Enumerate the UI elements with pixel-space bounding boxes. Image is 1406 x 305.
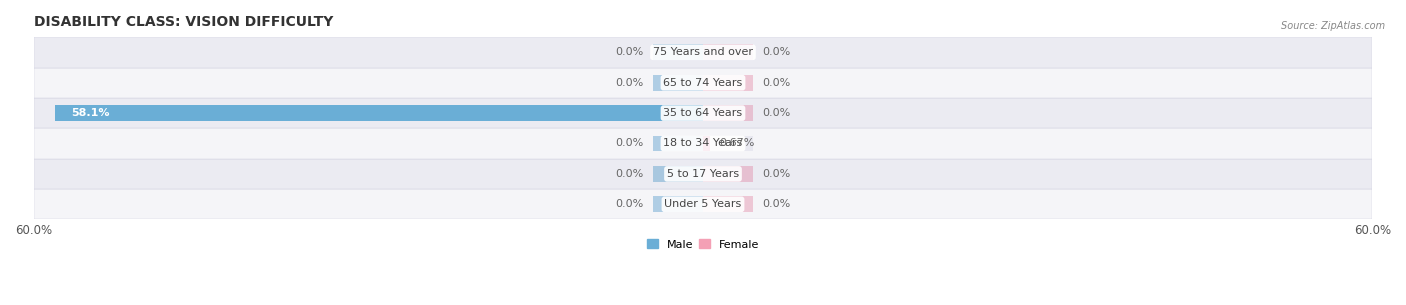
- Bar: [652, 45, 703, 60]
- Text: DISABILITY CLASS: VISION DIFFICULTY: DISABILITY CLASS: VISION DIFFICULTY: [34, 15, 333, 29]
- Text: 0.0%: 0.0%: [616, 78, 644, 88]
- Text: 75 Years and over: 75 Years and over: [652, 47, 754, 57]
- Bar: [34, 159, 1372, 189]
- Bar: [703, 136, 710, 151]
- Bar: [652, 105, 703, 121]
- Text: 35 to 64 Years: 35 to 64 Years: [664, 108, 742, 118]
- Text: 58.1%: 58.1%: [72, 108, 110, 118]
- Text: 0.0%: 0.0%: [616, 169, 644, 179]
- Bar: [34, 37, 1372, 67]
- Bar: [652, 45, 703, 60]
- Bar: [652, 166, 703, 182]
- Text: 0.0%: 0.0%: [762, 47, 790, 57]
- Bar: [652, 196, 703, 212]
- Bar: [652, 75, 703, 91]
- Bar: [34, 67, 1372, 98]
- Text: Under 5 Years: Under 5 Years: [665, 199, 741, 209]
- Text: 0.67%: 0.67%: [720, 138, 755, 149]
- Bar: [34, 98, 1372, 128]
- Bar: [703, 45, 754, 60]
- Bar: [703, 196, 754, 212]
- Text: 0.0%: 0.0%: [762, 199, 790, 209]
- Bar: [703, 166, 754, 182]
- Bar: [703, 136, 754, 151]
- Bar: [34, 189, 1372, 220]
- Bar: [703, 75, 754, 91]
- Bar: [652, 136, 703, 151]
- Bar: [652, 166, 703, 182]
- Bar: [652, 136, 703, 151]
- Text: 65 to 74 Years: 65 to 74 Years: [664, 78, 742, 88]
- Bar: [703, 75, 754, 91]
- Bar: [34, 128, 1372, 159]
- Bar: [703, 105, 754, 121]
- Text: Source: ZipAtlas.com: Source: ZipAtlas.com: [1281, 21, 1385, 31]
- Text: 18 to 34 Years: 18 to 34 Years: [664, 138, 742, 149]
- Text: 5 to 17 Years: 5 to 17 Years: [666, 169, 740, 179]
- Text: 0.0%: 0.0%: [616, 47, 644, 57]
- Text: 0.0%: 0.0%: [762, 108, 790, 118]
- Bar: [703, 166, 754, 182]
- Bar: [703, 45, 754, 60]
- Text: 0.0%: 0.0%: [616, 199, 644, 209]
- Bar: [703, 196, 754, 212]
- Bar: [652, 196, 703, 212]
- Text: 0.0%: 0.0%: [762, 169, 790, 179]
- Bar: [703, 105, 754, 121]
- Text: 0.0%: 0.0%: [762, 78, 790, 88]
- Bar: [652, 75, 703, 91]
- Bar: [55, 105, 703, 121]
- Legend: Male, Female: Male, Female: [643, 235, 763, 254]
- Text: 0.0%: 0.0%: [616, 138, 644, 149]
